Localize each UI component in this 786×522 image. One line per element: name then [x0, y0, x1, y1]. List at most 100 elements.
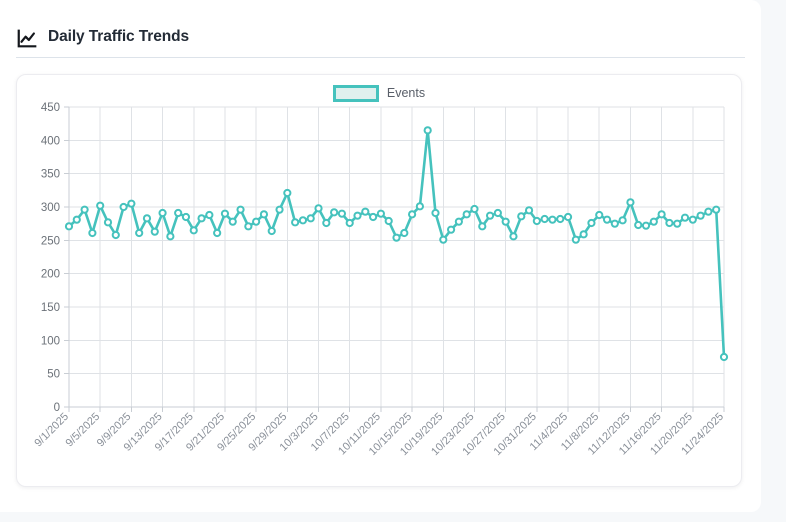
- card-header: Daily Traffic Trends: [16, 20, 745, 58]
- data-point-marker[interactable]: [228, 217, 237, 226]
- data-point-marker[interactable]: [259, 210, 269, 219]
- data-point-marker[interactable]: [135, 228, 144, 238]
- data-point-marker[interactable]: [712, 205, 721, 214]
- data-point-marker[interactable]: [719, 352, 729, 362]
- data-point-marker[interactable]: [415, 202, 424, 211]
- data-point-marker[interactable]: [158, 208, 167, 218]
- data-point-marker[interactable]: [384, 216, 393, 226]
- data-point-marker[interactable]: [361, 207, 370, 216]
- data-point-marker[interactable]: [376, 209, 385, 218]
- data-point-marker[interactable]: [548, 215, 557, 224]
- data-point-marker[interactable]: [72, 215, 81, 224]
- data-point-marker[interactable]: [641, 221, 651, 230]
- data-point-marker[interactable]: [236, 205, 245, 214]
- y-axis-tick-label: 400: [41, 135, 60, 147]
- data-point-marker[interactable]: [446, 225, 456, 234]
- data-point-marker[interactable]: [142, 214, 152, 223]
- data-point-marker[interactable]: [400, 228, 409, 238]
- data-point-marker[interactable]: [244, 222, 253, 231]
- data-point-marker[interactable]: [595, 210, 604, 220]
- data-point-marker[interactable]: [673, 219, 682, 228]
- data-point-marker[interactable]: [220, 209, 230, 218]
- data-point-marker[interactable]: [275, 205, 284, 214]
- data-point-marker[interactable]: [470, 204, 479, 214]
- data-point-marker[interactable]: [696, 211, 705, 220]
- data-point-marker[interactable]: [189, 226, 198, 235]
- data-point-marker[interactable]: [665, 218, 674, 228]
- data-point-marker[interactable]: [103, 218, 113, 227]
- data-point-marker[interactable]: [618, 216, 627, 225]
- data-point-marker[interactable]: [501, 217, 510, 226]
- data-point-marker[interactable]: [688, 215, 697, 224]
- chart-gridlines: [68, 106, 725, 408]
- data-point-marker[interactable]: [283, 188, 292, 198]
- data-point-marker[interactable]: [454, 217, 463, 226]
- data-point-marker[interactable]: [127, 199, 136, 208]
- data-point-marker[interactable]: [634, 220, 643, 230]
- data-point-marker[interactable]: [493, 208, 502, 218]
- data-point-marker[interactable]: [345, 218, 354, 228]
- data-point-marker[interactable]: [314, 204, 323, 213]
- data-point-marker[interactable]: [88, 228, 97, 238]
- data-point-marker[interactable]: [119, 202, 128, 212]
- data-point-marker[interactable]: [337, 209, 347, 218]
- data-point-marker[interactable]: [330, 208, 339, 217]
- data-point-marker[interactable]: [649, 217, 658, 226]
- legend-swatch-events: [332, 85, 379, 102]
- x-axis-ticks: 9/1/20259/5/20259/9/20259/13/20259/17/20…: [32, 407, 726, 458]
- data-point-marker[interactable]: [267, 226, 276, 236]
- data-point-marker[interactable]: [205, 210, 214, 220]
- y-axis-tick-label: 150: [41, 302, 60, 314]
- data-point-marker[interactable]: [571, 235, 580, 244]
- data-point-marker[interactable]: [579, 230, 588, 239]
- data-point-marker[interactable]: [64, 222, 74, 231]
- data-point-marker[interactable]: [431, 208, 440, 218]
- data-point-marker[interactable]: [587, 218, 596, 228]
- data-point-marker[interactable]: [174, 208, 183, 218]
- data-point-marker[interactable]: [166, 232, 175, 241]
- data-point-marker[interactable]: [197, 214, 206, 223]
- data-point-marker[interactable]: [657, 210, 666, 219]
- data-point-marker[interactable]: [252, 217, 261, 226]
- chart-card: Events 0 50 100 150 200 250 300 350 400 450 9/1/2…: [16, 74, 742, 487]
- chart-legend[interactable]: Events: [17, 85, 741, 102]
- data-point-marker[interactable]: [392, 233, 401, 242]
- data-point-marker[interactable]: [181, 212, 191, 222]
- data-point-marker[interactable]: [111, 230, 120, 240]
- data-point-marker[interactable]: [524, 206, 534, 215]
- data-point-marker[interactable]: [540, 214, 549, 224]
- data-point-marker[interactable]: [602, 215, 612, 224]
- data-point-marker[interactable]: [408, 210, 417, 219]
- data-point-marker[interactable]: [298, 216, 308, 225]
- data-point-marker[interactable]: [680, 213, 690, 222]
- data-point-marker[interactable]: [626, 198, 635, 207]
- series-events: [64, 126, 729, 362]
- data-point-marker[interactable]: [485, 211, 495, 220]
- data-point-marker[interactable]: [517, 212, 526, 221]
- y-axis-tick-label: 100: [41, 335, 60, 347]
- data-point-marker[interactable]: [306, 214, 315, 223]
- data-point-marker[interactable]: [353, 211, 362, 220]
- data-point-marker[interactable]: [423, 126, 432, 135]
- traffic-line-chart[interactable]: 0 50 100 150 200 250 300 350 400 450 9/1/20259/5/…: [17, 75, 743, 488]
- data-point-marker[interactable]: [532, 216, 541, 226]
- data-point-marker[interactable]: [478, 222, 487, 231]
- y-axis-tick-label: 200: [41, 269, 60, 281]
- data-point-marker[interactable]: [213, 228, 222, 238]
- data-point-marker[interactable]: [462, 210, 471, 219]
- data-point-marker[interactable]: [563, 212, 573, 222]
- data-point-marker[interactable]: [291, 218, 300, 227]
- y-axis-tick-label: 350: [41, 169, 60, 181]
- data-point-marker[interactable]: [509, 232, 518, 241]
- data-point-marker[interactable]: [704, 207, 713, 216]
- data-point-marker[interactable]: [369, 212, 378, 222]
- data-point-marker[interactable]: [96, 201, 105, 210]
- y-axis-tick-label: 300: [41, 202, 60, 214]
- data-point-marker[interactable]: [80, 205, 89, 214]
- data-point-marker[interactable]: [150, 227, 159, 236]
- data-point-marker[interactable]: [610, 219, 619, 228]
- line-chart-icon: [17, 29, 37, 47]
- data-point-marker[interactable]: [439, 235, 448, 244]
- data-point-marker[interactable]: [322, 218, 331, 228]
- data-point-marker[interactable]: [556, 214, 565, 224]
